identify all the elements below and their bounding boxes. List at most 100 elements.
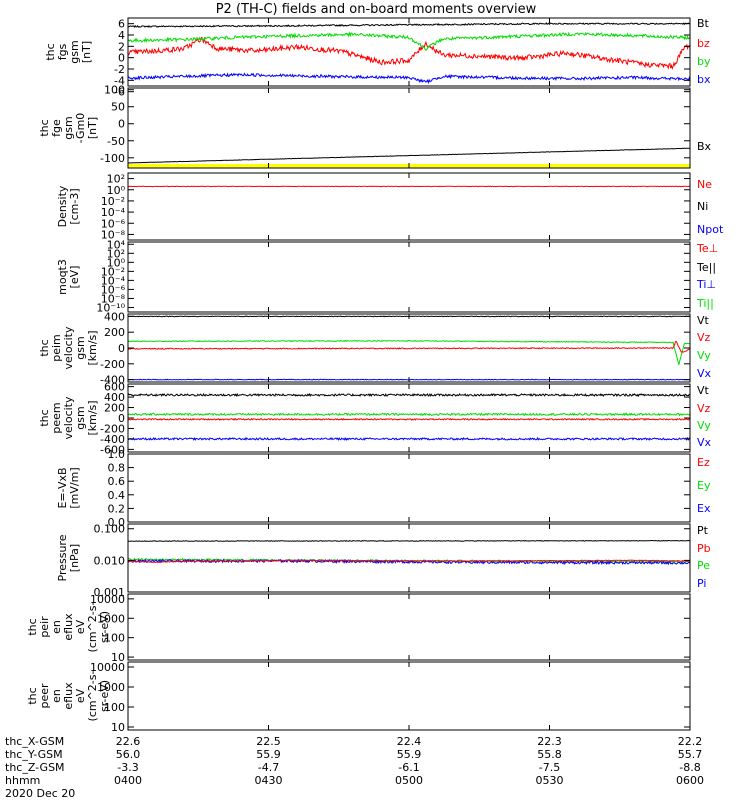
y-axis-label-line: [nPa]	[68, 544, 81, 572]
y-axis-label-line: [cm-3]	[68, 188, 81, 224]
panel-10: 10000100010010thcpeerenefluxeV(cm^2-s-sr…	[26, 661, 690, 734]
legend-bz: bz	[697, 37, 710, 50]
legend-vt: Vt	[697, 384, 710, 397]
y-tick-label: 200	[104, 326, 125, 339]
panel-5: 4002000-200-400thcpeimvelocitygsm[km/s]V…	[38, 310, 712, 386]
legend-ez: Ez	[697, 456, 710, 469]
ephemeris-value: 22.5	[256, 735, 281, 748]
legend-bx: Bx	[697, 140, 712, 153]
ephemeris-value: 22.6	[116, 735, 141, 748]
ephemeris-value: 0500	[395, 774, 423, 787]
y-tick-label: 0.010	[94, 554, 126, 567]
ephemeris-value: -3.3	[117, 761, 138, 774]
panel-frame	[128, 88, 690, 168]
legend-ti⊥: Ti⊥	[696, 278, 716, 291]
ephemeris-value: 56.0	[116, 748, 141, 761]
y-tick-label: 0.6	[108, 475, 126, 488]
ephemeris-value: 0600	[676, 774, 704, 787]
ephemeris-value: 55.7	[678, 748, 703, 761]
series-vx-line	[128, 438, 690, 440]
series-pt-line	[128, 541, 690, 542]
y-tick-label: 50	[111, 101, 125, 114]
y-axis-label-line: [mV/m]	[68, 467, 81, 508]
panel-9: 10000100010010thcpeirenefluxeV(cm^2-s-sr…	[26, 593, 690, 664]
y-axis-label: moqt3[eV]	[56, 259, 81, 295]
y-axis-label: thcfgegsm-Gm0[nT]	[38, 113, 99, 144]
y-tick-label: 10	[111, 721, 125, 734]
ephemeris-value: 22.2	[678, 735, 703, 748]
y-tick-label: -100	[100, 152, 125, 165]
ephemeris-value: -4.7	[258, 761, 279, 774]
y-axis-label-line: [nT]	[80, 41, 93, 63]
legend-ti||: Ti||	[696, 297, 714, 310]
panel-frame	[128, 18, 690, 86]
y-axis-label-line: [eV]	[68, 266, 81, 289]
y-tick-label: 400	[104, 310, 125, 323]
series-vz-line	[128, 342, 690, 353]
ephemeris-value: 55.9	[397, 748, 422, 761]
legend-by: by	[697, 55, 711, 68]
ephemeris-value: -7.5	[539, 761, 560, 774]
y-axis-label: thcpeerenefluxeV(cm^2-s-sr-eV)	[26, 671, 111, 722]
legend-vx: Vx	[697, 367, 712, 380]
figure-title: P2 (TH-C) fields and on-board moments ov…	[216, 2, 537, 17]
y-tick-label: 0.100	[94, 523, 126, 536]
legend-bt: Bt	[697, 17, 710, 30]
y-axis-label: Pressure[nPa]	[56, 534, 81, 581]
legend-ey: Ey	[697, 479, 711, 492]
ephemeris-value: 0430	[255, 774, 283, 787]
legend-pe: Pe	[697, 559, 710, 572]
legend-pb: Pb	[697, 542, 711, 555]
panel-4: 10⁴10²10⁰10⁻²10⁻⁴10⁻⁶10⁻⁸10⁻¹⁰moqt3[eV]T…	[56, 238, 718, 314]
ephemeris-value: -8.8	[679, 761, 700, 774]
y-tick-label: 100	[104, 84, 125, 97]
ephemeris-value: 22.4	[397, 735, 422, 748]
y-axis-label: thcpeirenefluxeV(cm^2-s-sr-eV)	[26, 602, 111, 653]
y-axis-label-line: [km/s]	[86, 400, 99, 435]
panel-frame	[128, 242, 690, 312]
legend-vx: Vx	[697, 436, 712, 449]
ephemeris-value: 55.9	[256, 748, 281, 761]
ephemeris-row-label: hhmm	[5, 774, 40, 787]
y-axis-label: thcpeimvelocitygsm[km/s]	[38, 326, 99, 369]
legend-vt: Vt	[697, 314, 710, 327]
ephemeris-value: 55.8	[537, 748, 562, 761]
series-vz-line	[128, 419, 690, 420]
y-tick-label: 0	[118, 118, 125, 131]
y-axis-label-line: [nT]	[86, 117, 99, 139]
y-tick-label: 1.0	[108, 448, 126, 461]
ephemeris-value: -6.1	[398, 761, 419, 774]
series-vy-line	[128, 413, 690, 415]
y-tick-label: 0.4	[108, 489, 126, 502]
legend-te||: Te||	[696, 261, 716, 274]
date-label: 2020 Dec 20	[5, 787, 75, 800]
panel-frame	[128, 594, 690, 660]
legend-te⊥: Te⊥	[696, 242, 718, 255]
series-bz-line	[128, 37, 690, 68]
ephemeris-row-label: thc_Z-GSM	[5, 761, 65, 774]
ephemeris-value: 0530	[536, 774, 564, 787]
series-vt-line	[128, 394, 690, 396]
ephemeris-value: 22.3	[537, 735, 562, 748]
series-vy-line	[128, 341, 690, 365]
legend-vz: Vz	[697, 331, 711, 344]
legend-ne: Ne	[697, 178, 712, 191]
legend-npot: Npot	[697, 223, 724, 236]
y-tick-label: 0	[118, 342, 125, 355]
y-axis-label: Density[cm-3]	[56, 185, 81, 227]
y-tick-label: 0.2	[108, 502, 126, 515]
y-axis-label: thcfgsgsm[nT]	[44, 40, 93, 63]
y-tick-label: -200	[100, 358, 125, 371]
y-axis-label-line: sr-eV)	[98, 611, 111, 643]
y-tick-label: -50	[107, 135, 125, 148]
panel-6: 6004002000-200-400-600thcpeemvelocitygsm…	[38, 381, 712, 457]
panel-3: 10²10⁰10⁻²10⁻⁴10⁻⁶10⁻⁸Density[cm-3]NeNiN…	[56, 173, 724, 242]
y-axis-label-line: sr-eV)	[98, 680, 111, 712]
legend-vz: Vz	[697, 402, 711, 415]
ephemeris-row-label: thc_X-GSM	[5, 735, 64, 748]
